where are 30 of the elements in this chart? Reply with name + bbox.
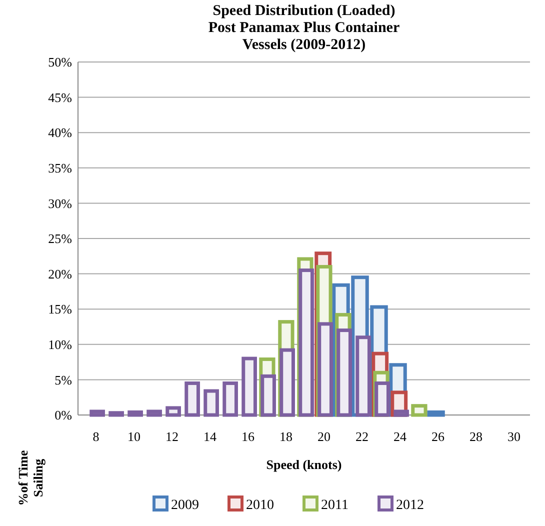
y-tick-label: 50% — [48, 54, 72, 70]
y-tick-label: 0% — [54, 408, 72, 423]
legend-label: 2009 — [171, 498, 199, 513]
y-tick-label: 40% — [48, 125, 72, 140]
x-tick-label: 26 — [432, 429, 445, 444]
y-tick-label: 35% — [48, 160, 72, 176]
x-axis-title: Speed (knots) — [266, 457, 342, 472]
y-tick-label: 20% — [48, 266, 72, 282]
x-tick-label: 28 — [470, 429, 482, 444]
x-tick-label: 24 — [394, 429, 407, 444]
y-tick-label: 15% — [48, 302, 72, 317]
legend-label: 2011 — [321, 498, 348, 513]
x-tick-label: 12 — [166, 429, 178, 444]
x-tick-label: 18 — [280, 429, 292, 444]
y-tick-label: 45% — [48, 90, 72, 105]
chart-title: Speed Distribution (Loaded) Post Panamax Plus Container Vessels (2009-2012) — [208, 3, 400, 53]
x-tick-label: 30 — [508, 429, 520, 444]
x-tick-label: 8 — [92, 429, 100, 444]
y-tick-label: 5% — [54, 372, 72, 388]
x-tick-label: 22 — [356, 429, 368, 444]
y-tick-label: 30% — [48, 196, 72, 211]
legend-label: 2010 — [246, 498, 274, 513]
x-tick-label: 10 — [128, 429, 140, 444]
x-tick-label: 14 — [204, 429, 217, 444]
legend-label: 2012 — [396, 498, 424, 513]
x-tick-label: 20 — [318, 429, 330, 444]
y-tick-label: 10% — [48, 336, 72, 352]
y-axis-title: %of Time Sailing — [15, 450, 46, 506]
x-tick-label: 16 — [242, 429, 255, 444]
y-tick-label: 25% — [48, 231, 72, 246]
